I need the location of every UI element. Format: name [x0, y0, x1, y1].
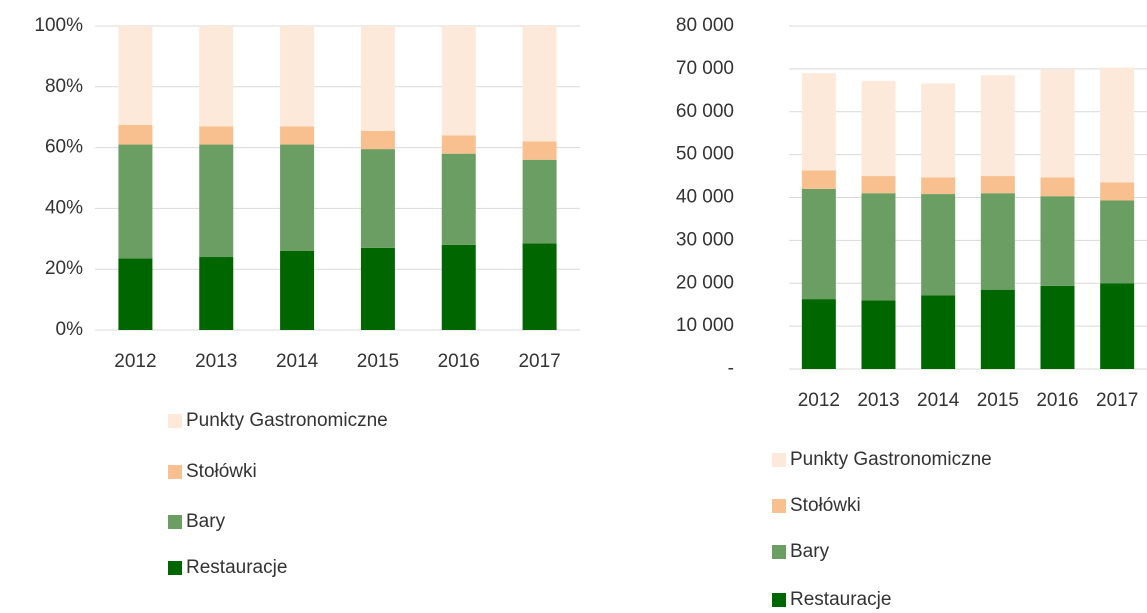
bar-segment — [1040, 285, 1075, 369]
bar-segment — [921, 194, 956, 296]
bar-segment — [522, 243, 557, 330]
bar-segment — [801, 73, 836, 171]
y-tick-label: 10 000 — [676, 315, 734, 336]
bar-segment — [118, 124, 153, 145]
y-tick-label: 70 000 — [676, 58, 734, 79]
legend-swatch — [168, 561, 182, 575]
bar-segment — [1100, 200, 1135, 284]
legend-swatch — [168, 515, 182, 529]
bar-segment — [1100, 182, 1135, 201]
bar-segment — [441, 244, 476, 330]
legend-label: Restauracje — [186, 557, 287, 578]
x-tick-label: 2017 — [518, 351, 560, 372]
x-tick-label: 2016 — [438, 351, 480, 372]
legend-swatch — [168, 414, 182, 428]
x-tick-label: 2014 — [917, 390, 960, 411]
bar-segment — [921, 83, 956, 178]
bar-segment — [522, 26, 557, 142]
bar-segment — [118, 144, 153, 259]
bar-segment — [360, 130, 395, 150]
bar-segment — [980, 289, 1015, 369]
bar-segment — [1040, 177, 1075, 197]
legend-swatch — [772, 593, 786, 607]
y-tick-label: 60% — [45, 137, 83, 158]
bar-segment — [921, 177, 956, 195]
x-tick-label: 2017 — [1096, 390, 1138, 411]
bar-segment — [280, 26, 315, 127]
x-tick-label: 2015 — [977, 390, 1019, 411]
bar-segment — [199, 257, 234, 330]
y-tick-label: 30 000 — [676, 229, 734, 250]
y-tick-label: 60 000 — [676, 101, 734, 122]
y-tick-label: 20% — [45, 258, 83, 279]
bar-segment — [199, 126, 234, 145]
bar-segment — [1100, 283, 1135, 369]
bar-segment — [441, 153, 476, 245]
y-tick-label: 0% — [56, 319, 84, 340]
legend-label: Stołówki — [186, 461, 257, 482]
bar-segment — [801, 299, 836, 369]
bar-segment — [280, 144, 315, 251]
x-tick-label: 2013 — [857, 390, 899, 411]
legend-swatch — [772, 545, 786, 559]
y-tick-label: 100% — [34, 15, 83, 36]
y-tick-label: 40% — [45, 197, 83, 218]
legend-label: Bary — [186, 511, 226, 532]
bar-segment — [921, 295, 956, 369]
bar-segment — [980, 176, 1015, 194]
x-tick-label: 2016 — [1036, 390, 1078, 411]
y-tick-label: 20 000 — [676, 272, 734, 293]
y-tick-label: 80% — [45, 76, 83, 97]
bar-segment — [801, 170, 836, 189]
bar-segment — [360, 247, 395, 330]
bar-segment — [861, 300, 896, 369]
legend-swatch — [772, 453, 786, 467]
bar-segment — [861, 193, 896, 301]
bar-segment — [980, 193, 1015, 290]
bar-segment — [441, 135, 476, 154]
legend-label: Punkty Gastronomiczne — [790, 449, 992, 470]
bar-segment — [801, 188, 836, 300]
bar-segment — [118, 26, 153, 125]
legend-label: Punkty Gastronomiczne — [186, 410, 388, 431]
x-tick-label: 2012 — [114, 351, 156, 372]
x-tick-label: 2012 — [798, 390, 840, 411]
y-tick-label: 80 000 — [676, 15, 734, 36]
y-tick-label: 40 000 — [676, 187, 734, 208]
legend-label: Bary — [790, 541, 830, 562]
bar-segment — [199, 26, 234, 127]
bar-segment — [522, 141, 557, 160]
bar-segment — [980, 75, 1015, 177]
bar-segment — [1100, 67, 1135, 183]
bar-segment — [441, 26, 476, 136]
x-tick-label: 2014 — [276, 351, 319, 372]
legend-label: Restauracje — [790, 589, 891, 610]
bar-segment — [280, 250, 315, 330]
y-tick-label: 50 000 — [676, 144, 734, 165]
x-tick-label: 2013 — [195, 351, 237, 372]
bar-segment — [360, 149, 395, 248]
legend-swatch — [168, 465, 182, 479]
legend-swatch — [772, 499, 786, 513]
y-tick-label: - — [728, 358, 734, 379]
bar-segment — [1040, 69, 1075, 178]
legend-label: Stołówki — [790, 495, 861, 516]
x-tick-label: 2015 — [357, 351, 399, 372]
bar-segment — [360, 26, 395, 131]
bar-segment — [118, 258, 153, 330]
bar-segment — [199, 144, 234, 258]
bar-segment — [280, 126, 315, 145]
bar-segment — [861, 80, 896, 177]
bar-segment — [522, 159, 557, 244]
bar-segment — [861, 176, 896, 194]
bar-segment — [1040, 196, 1075, 286]
